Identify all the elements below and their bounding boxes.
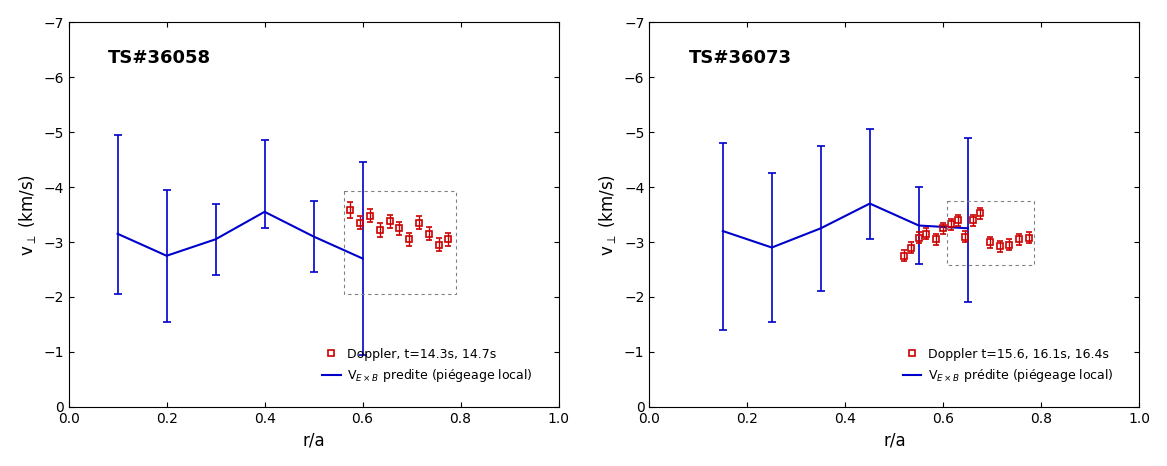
Text: TS#36073: TS#36073 <box>689 49 791 67</box>
Y-axis label: v$_\perp$ (km/s): v$_\perp$ (km/s) <box>16 173 37 255</box>
Legend: Doppler t=15.6, 16.1s, 16.4s, V$_{E\times B}$ prédite (piégeage local): Doppler t=15.6, 16.1s, 16.4s, V$_{E\time… <box>897 343 1118 389</box>
Bar <box>344 192 455 294</box>
Text: TS#36058: TS#36058 <box>107 49 211 67</box>
Legend: Doppler, t=14.3s, 14.7s, V$_{E\times B}$ predite (piégeage local): Doppler, t=14.3s, 14.7s, V$_{E\times B}$… <box>317 343 538 389</box>
X-axis label: r/a: r/a <box>302 432 324 449</box>
Bar <box>948 201 1034 265</box>
X-axis label: r/a: r/a <box>883 432 906 449</box>
Y-axis label: v$_\perp$ (km/s): v$_\perp$ (km/s) <box>598 173 619 255</box>
